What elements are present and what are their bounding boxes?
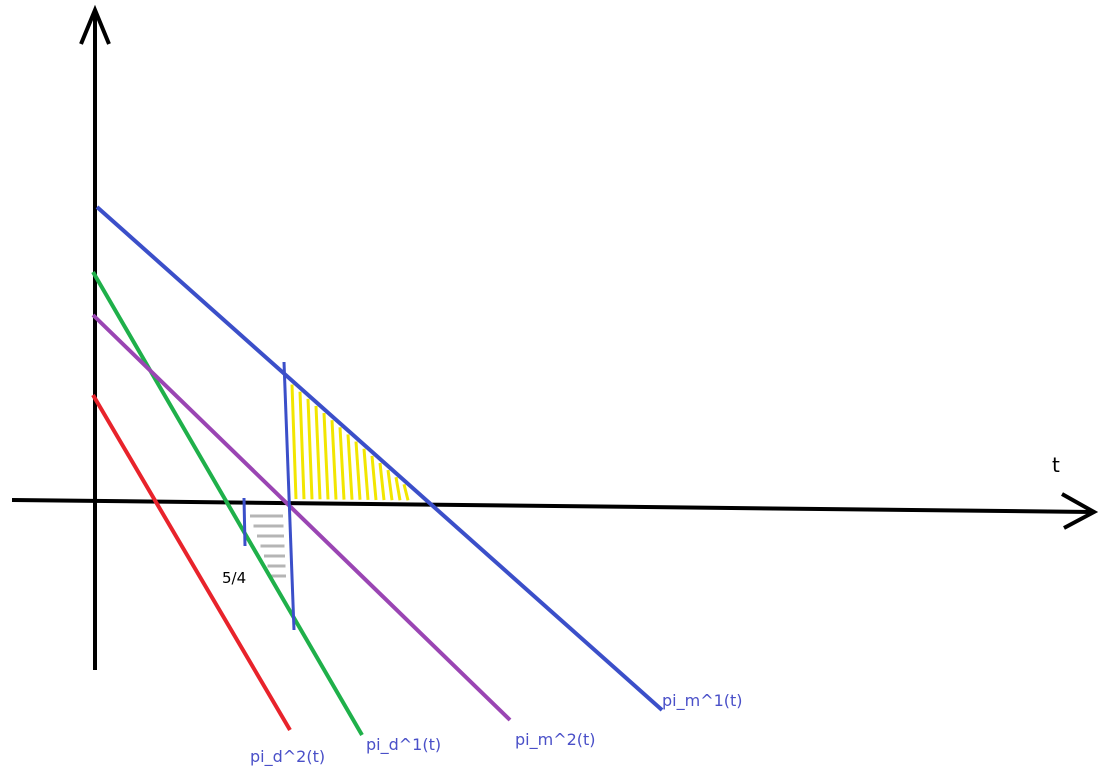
line-pi-d2	[91, 393, 292, 732]
yellow-hatch-stroke	[394, 476, 402, 501]
line-pi-m2	[91, 313, 512, 722]
yellow-hatch-stroke	[330, 420, 338, 500]
yellow-hatch-stroke	[338, 427, 346, 500]
x-axis-arrowhead	[1061, 492, 1099, 530]
label-pi-d1: pi_d^1(t)	[366, 735, 441, 755]
x-axis	[11, 498, 1093, 514]
yellow-hatch-stroke	[306, 398, 314, 500]
yellow-hatch-stroke	[386, 469, 394, 501]
marker-label-5-4: 5/4	[222, 569, 246, 587]
vertical-marker-main	[282, 361, 296, 631]
gray-hatched-area	[250, 514, 286, 578]
yellow-hatch-stroke	[402, 483, 410, 501]
yellow-hatch-stroke	[314, 405, 322, 500]
vertical-marker-short	[242, 497, 247, 547]
yellow-hatch-stroke	[370, 455, 378, 501]
label-pi-m1: pi_m^1(t)	[662, 691, 743, 711]
yellow-hatch-stroke	[346, 434, 354, 500]
yellow-hatch-stroke	[322, 413, 330, 500]
y-axis-arrowhead	[79, 4, 111, 45]
yellow-hatch-stroke	[362, 448, 370, 500]
line-pi-d1	[91, 270, 364, 737]
yellow-hatch-stroke	[354, 441, 362, 500]
label-pi-d2: pi_d^2(t)	[250, 747, 325, 767]
yellow-hatch-stroke	[290, 384, 298, 500]
yellow-hatch-stroke	[298, 391, 306, 500]
x-axis-label: t	[1052, 453, 1060, 477]
yellow-hatch-stroke	[378, 462, 386, 501]
yellow-hatched-area	[290, 384, 410, 501]
line-pi-m1	[95, 205, 664, 712]
label-pi-m2: pi_m^2(t)	[515, 730, 596, 750]
